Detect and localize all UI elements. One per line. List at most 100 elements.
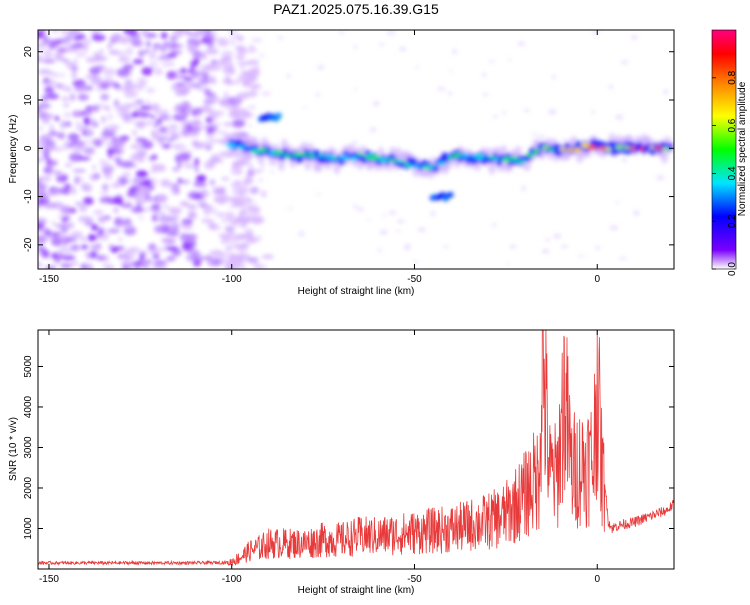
noise-blob <box>229 111 242 119</box>
noise-blob <box>104 77 113 81</box>
noise-blob <box>71 110 85 118</box>
noise-blob <box>523 108 530 113</box>
noise-blob <box>221 177 230 181</box>
noise-blob <box>120 222 131 229</box>
noise-blob <box>187 37 194 43</box>
noise-blob <box>236 50 249 54</box>
ridge-branch <box>275 112 282 119</box>
noise-blob <box>553 233 562 239</box>
noise-blob <box>61 36 72 45</box>
noise-blob <box>225 77 232 83</box>
noise-blob <box>138 49 145 58</box>
noise-blob <box>38 177 42 184</box>
noise-blob <box>78 203 88 213</box>
noise-blob <box>388 210 397 215</box>
noise-blob <box>38 103 51 109</box>
noise-blob <box>75 125 89 132</box>
noise-blob <box>99 191 110 195</box>
noise-blob <box>154 225 161 234</box>
noise-blob <box>205 255 214 261</box>
noise-blob <box>125 47 134 56</box>
noise-blob <box>166 255 176 262</box>
noise-blob <box>130 153 144 162</box>
noise-blob <box>193 181 207 188</box>
noise-blob <box>352 140 358 145</box>
noise-blob <box>214 189 225 195</box>
noise-blob <box>176 70 189 74</box>
noise-blob <box>71 71 77 80</box>
noise-blob <box>38 184 48 191</box>
x-tick-label: -50 <box>407 574 422 585</box>
noise-blob <box>173 143 187 152</box>
noise-blob <box>395 229 402 232</box>
noise-blob <box>250 38 263 43</box>
noise-blob <box>230 40 236 45</box>
noise-blob <box>538 134 545 140</box>
noise-blob <box>137 77 148 83</box>
noise-blob <box>159 44 167 53</box>
noise-blob <box>114 217 123 226</box>
noise-blob <box>430 210 436 217</box>
noise-blob <box>190 60 197 69</box>
noise-blob <box>123 90 138 98</box>
noise-blob <box>45 93 60 100</box>
noise-blob <box>367 218 371 222</box>
noise-blob <box>231 219 243 227</box>
noise-blob <box>254 264 267 269</box>
noise-blob <box>234 79 240 85</box>
noise-blob <box>231 104 240 113</box>
noise-blob <box>201 218 214 223</box>
noise-blob <box>194 85 202 89</box>
noise-blob <box>108 112 113 121</box>
noise-blob <box>225 211 235 220</box>
ridge-hotspot <box>284 154 291 158</box>
noise-blob <box>210 122 223 127</box>
snr-x-ticks: -150 -100 -50 0 <box>39 330 600 585</box>
noise-blob <box>118 57 131 63</box>
noise-blob <box>60 120 66 129</box>
noise-blob <box>531 133 538 136</box>
noise-blob <box>609 225 619 231</box>
noise-blob <box>247 105 257 110</box>
y-tick-label: -10 <box>23 189 34 204</box>
noise-blob <box>552 74 556 80</box>
noise-blob <box>251 67 260 73</box>
noise-blob <box>393 168 399 172</box>
noise-blob <box>258 54 265 58</box>
noise-blob <box>91 224 99 231</box>
noise-blob <box>248 162 253 171</box>
noise-blob <box>541 248 550 254</box>
noise-blob <box>210 75 216 84</box>
noise-blob <box>210 153 221 159</box>
spectrogram-ridge <box>226 112 674 202</box>
noise-blob <box>163 115 173 121</box>
noise-blob <box>138 180 149 186</box>
ridge-hotspot <box>308 153 315 158</box>
noise-blob <box>129 144 143 149</box>
ridge-hotspot <box>629 146 636 151</box>
ridge-hotspot <box>598 146 607 151</box>
noise-blob <box>145 87 156 94</box>
x-tick-label: -150 <box>39 274 59 285</box>
noise-blob <box>189 127 202 132</box>
x-tick-label: -150 <box>39 574 59 585</box>
noise-blob <box>73 57 79 66</box>
noise-blob <box>166 70 177 80</box>
noise-blob <box>203 160 215 170</box>
noise-blob <box>107 198 121 205</box>
noise-blob <box>113 245 126 252</box>
noise-blob <box>110 34 122 43</box>
noise-blob <box>38 262 42 268</box>
noise-blob <box>83 197 94 206</box>
noise-blob <box>83 116 91 126</box>
noise-blob <box>55 175 68 183</box>
noise-blob <box>157 129 168 134</box>
x-tick-label: 0 <box>594 274 600 285</box>
noise-blob <box>482 92 489 97</box>
noise-blob <box>150 247 161 256</box>
ridge-hotspot <box>615 145 624 150</box>
ridge-hotspot <box>394 159 405 163</box>
noise-blob <box>144 259 153 264</box>
noise-blob <box>38 55 44 63</box>
noise-blob <box>303 106 307 109</box>
